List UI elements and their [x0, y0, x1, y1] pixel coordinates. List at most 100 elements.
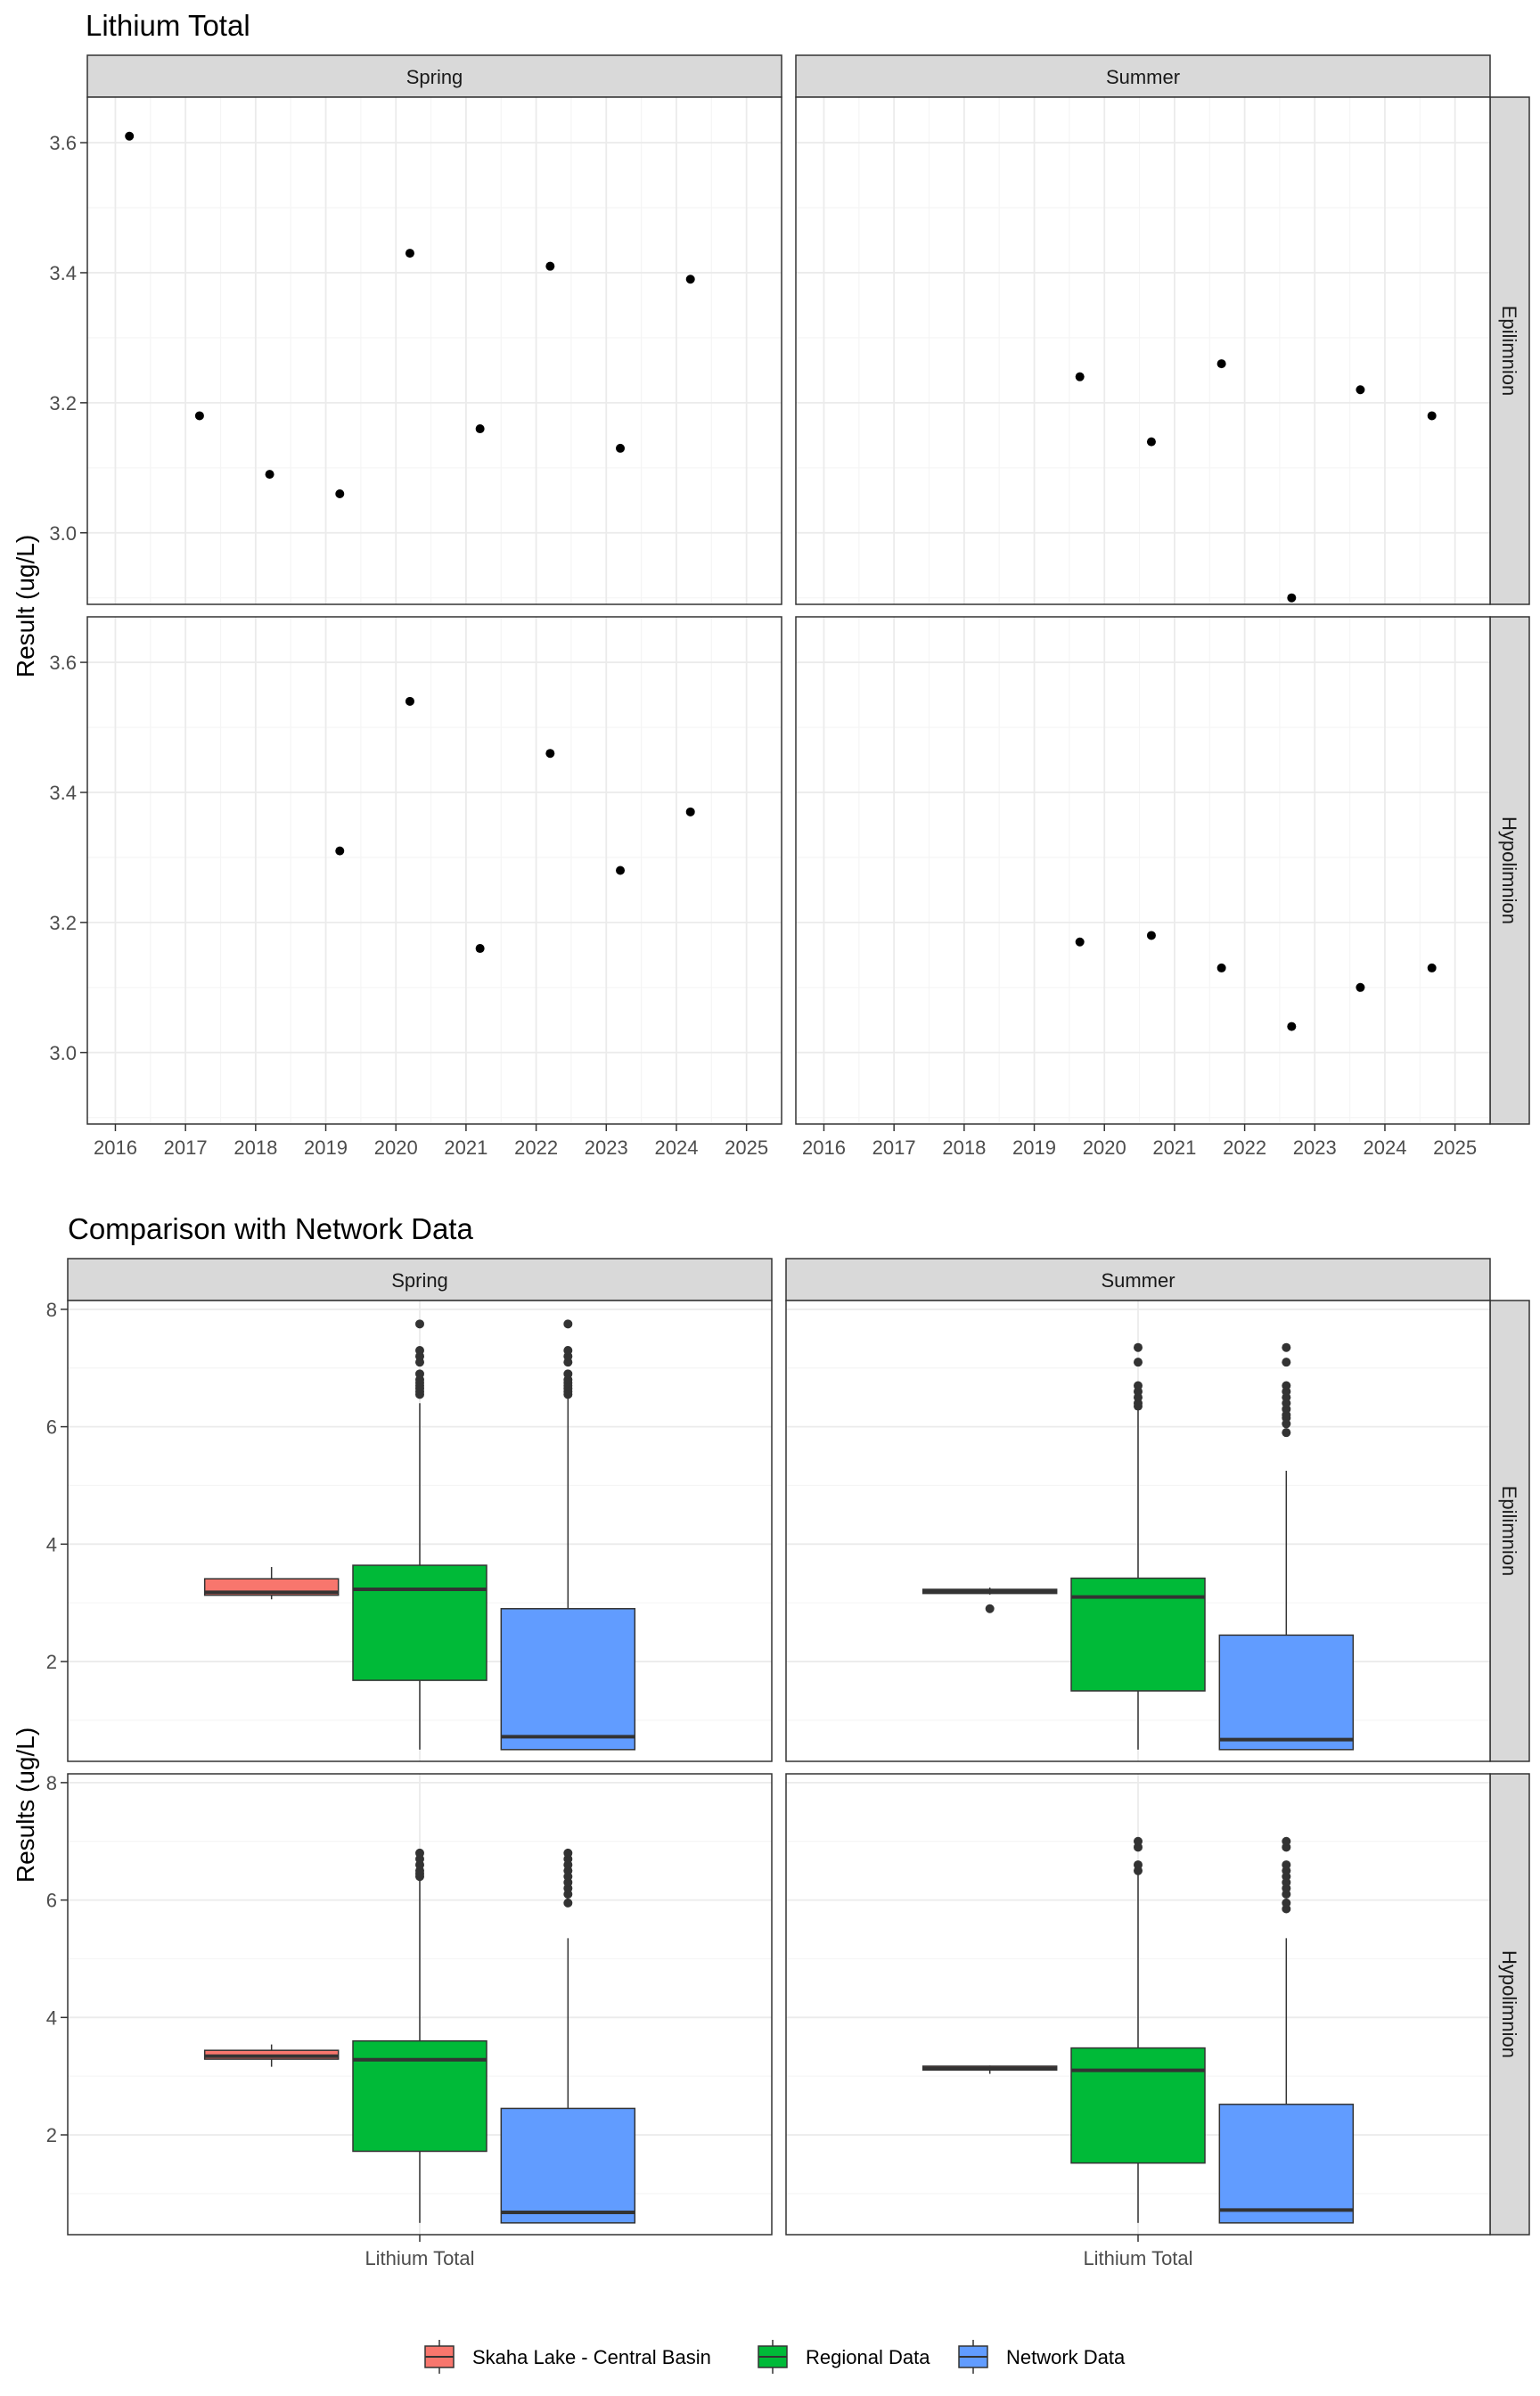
outlier-point	[1282, 1428, 1291, 1438]
scatter-chart: Lithium Total Result (ug/L) Spring Summe…	[12, 9, 1530, 1159]
panel-border	[67, 1300, 773, 1762]
boxplot-chart-title: Comparison with Network Data	[68, 1212, 473, 1245]
data-point	[1216, 963, 1226, 972]
data-point	[685, 275, 695, 284]
data-point	[475, 424, 485, 434]
box-network	[500, 1319, 636, 1751]
scatter-y-axis-top: 3.0 3.2 3.4 3.6	[49, 132, 87, 545]
data-point	[685, 807, 695, 816]
legend: Skaha Lake - Central Basin Regional Data…	[424, 2340, 1126, 2374]
strip-epilimnion-2	[1489, 1300, 1530, 1762]
box-body	[1070, 2047, 1206, 2164]
x-tick-label: 2023	[1293, 1136, 1337, 1159]
data-point	[545, 261, 555, 271]
box-y-axis-bottom: 2 4 6 8	[46, 1772, 68, 2146]
data-point	[1216, 359, 1226, 369]
strip-summer-2	[785, 1258, 1491, 1301]
panel-background	[796, 617, 1490, 1124]
outlier-point	[1282, 1342, 1291, 1352]
y-tick-label: 4	[46, 1533, 57, 1555]
y-tick-label: 6	[46, 1416, 57, 1439]
y-tick-label: 6	[46, 1890, 57, 1912]
x-tick-label: 2024	[1363, 1136, 1406, 1159]
data-point	[265, 470, 274, 480]
y-tick-label: 3.4	[49, 782, 77, 804]
scatter-panel-summer-hypolimnion	[795, 616, 1491, 1125]
scatter-panel-spring-epilimnion	[86, 96, 782, 605]
y-tick-label: 3.2	[49, 392, 77, 414]
box-panel-spring-hypolimnion	[67, 1773, 773, 2236]
outlier-point	[1282, 1358, 1291, 1367]
box-regional	[1070, 1342, 1206, 1750]
y-tick-label: 8	[46, 1299, 57, 1321]
scatter-x-axis-spring: 2016 2017 2018 2019 2020 2021 2022 2023 2024 2025	[94, 1124, 768, 1159]
data-point	[1287, 593, 1297, 603]
box-skaha	[203, 1567, 340, 1600]
data-point	[1356, 982, 1365, 992]
x-tick-label: 2025	[1433, 1136, 1477, 1159]
strip-spring-2-label: Spring	[391, 1269, 448, 1292]
panel-border	[86, 96, 782, 605]
strip-epilimnion-2-label: Epilimnion	[1498, 1486, 1520, 1577]
box-body	[1218, 1634, 1355, 1751]
outlier-point	[415, 1345, 424, 1355]
scatter-chart-title: Lithium Total	[86, 9, 250, 42]
x-tick-label: 2022	[514, 1136, 558, 1159]
box-body	[1218, 2104, 1355, 2224]
box-body	[352, 2039, 487, 2153]
panel-border	[785, 1300, 1491, 1762]
box-x-tick-label-spring: Lithium Total	[365, 2247, 474, 2269]
panel-background	[796, 97, 1490, 604]
strip-epilimnion	[1489, 96, 1530, 605]
y-tick-label: 3.6	[49, 652, 77, 674]
boxplot-chart: Comparison with Network Data Results (ug…	[12, 1212, 1530, 2374]
data-point	[1075, 937, 1085, 947]
scatter-panel-spring-hypolimnion	[86, 616, 782, 1125]
strip-summer-label: Summer	[1106, 66, 1180, 88]
box-skaha	[203, 2044, 340, 2067]
scatter-panel-summer-epilimnion	[795, 96, 1491, 605]
panel-background	[87, 97, 782, 604]
panel-border	[795, 616, 1491, 1125]
x-tick-label: 2016	[802, 1136, 846, 1159]
outlier-point	[415, 1369, 424, 1379]
legend-item-skaha: Skaha Lake - Central Basin	[424, 2340, 711, 2374]
box-x-axis-spring: Lithium Total	[365, 2235, 475, 2269]
scatter-y-axis-bottom: 3.0 3.2 3.4 3.6	[49, 652, 87, 1064]
box-skaha	[922, 2065, 1058, 2074]
panel-background	[87, 617, 782, 1124]
data-point	[1075, 372, 1085, 382]
x-tick-label: 2019	[1012, 1136, 1056, 1159]
box-panel-spring-epilimnion	[67, 1300, 773, 1762]
strip-epilimnion-label: Epilimnion	[1498, 306, 1520, 397]
y-tick-label: 3.4	[49, 262, 77, 284]
x-tick-label: 2021	[444, 1136, 487, 1159]
outlier-point	[1134, 1342, 1143, 1352]
y-tick-label: 3.6	[49, 132, 77, 154]
outlier-point	[1282, 1381, 1291, 1391]
outlier-point	[415, 1319, 424, 1329]
legend-item-regional: Regional Data	[758, 2340, 930, 2374]
box-regional	[352, 1319, 487, 1750]
x-tick-label: 2016	[94, 1136, 137, 1159]
scatter-x-axis-summer: 2016 2017 2018 2019 2020 2021 2022 2023 2024 2025	[802, 1124, 1477, 1159]
strip-hypolimnion	[1489, 616, 1530, 1125]
strip-hypolimnion-label: Hypolimnion	[1498, 816, 1520, 924]
outlier-point	[563, 1369, 573, 1379]
outlier-point	[563, 1898, 573, 1908]
x-tick-label: 2018	[942, 1136, 986, 1159]
outlier-point	[563, 1848, 573, 1858]
box-body	[500, 2107, 636, 2224]
outlier-point	[1134, 1358, 1143, 1367]
box-body	[500, 1608, 636, 1751]
outlier-point	[1282, 1836, 1291, 1846]
x-tick-label: 2024	[654, 1136, 698, 1159]
data-point	[1356, 385, 1365, 395]
data-point	[1427, 411, 1437, 421]
box-x-tick-label-summer: Lithium Total	[1083, 2247, 1192, 2269]
y-tick-label: 2	[46, 2124, 57, 2146]
outlier-point	[1134, 1836, 1143, 1846]
y-tick-label: 8	[46, 1772, 57, 1794]
data-point	[405, 249, 414, 258]
